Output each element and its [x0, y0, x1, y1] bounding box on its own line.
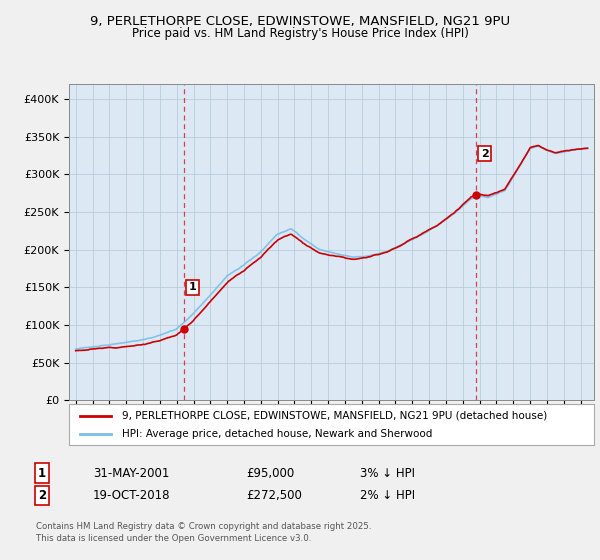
Text: 2: 2	[481, 149, 488, 158]
Text: 2: 2	[38, 489, 46, 502]
Text: 9, PERLETHORPE CLOSE, EDWINSTOWE, MANSFIELD, NG21 9PU (detached house): 9, PERLETHORPE CLOSE, EDWINSTOWE, MANSFI…	[121, 411, 547, 421]
Text: Price paid vs. HM Land Registry's House Price Index (HPI): Price paid vs. HM Land Registry's House …	[131, 27, 469, 40]
Text: 2% ↓ HPI: 2% ↓ HPI	[360, 489, 415, 502]
Text: Contains HM Land Registry data © Crown copyright and database right 2025.
This d: Contains HM Land Registry data © Crown c…	[36, 522, 371, 543]
Text: 1: 1	[38, 466, 46, 480]
Text: £272,500: £272,500	[246, 489, 302, 502]
Text: HPI: Average price, detached house, Newark and Sherwood: HPI: Average price, detached house, Newa…	[121, 429, 432, 438]
Text: 9, PERLETHORPE CLOSE, EDWINSTOWE, MANSFIELD, NG21 9PU: 9, PERLETHORPE CLOSE, EDWINSTOWE, MANSFI…	[90, 15, 510, 28]
Text: 3% ↓ HPI: 3% ↓ HPI	[360, 466, 415, 480]
Text: 31-MAY-2001: 31-MAY-2001	[93, 466, 169, 480]
Text: £95,000: £95,000	[246, 466, 294, 480]
Text: 1: 1	[188, 282, 196, 292]
Text: 19-OCT-2018: 19-OCT-2018	[93, 489, 170, 502]
